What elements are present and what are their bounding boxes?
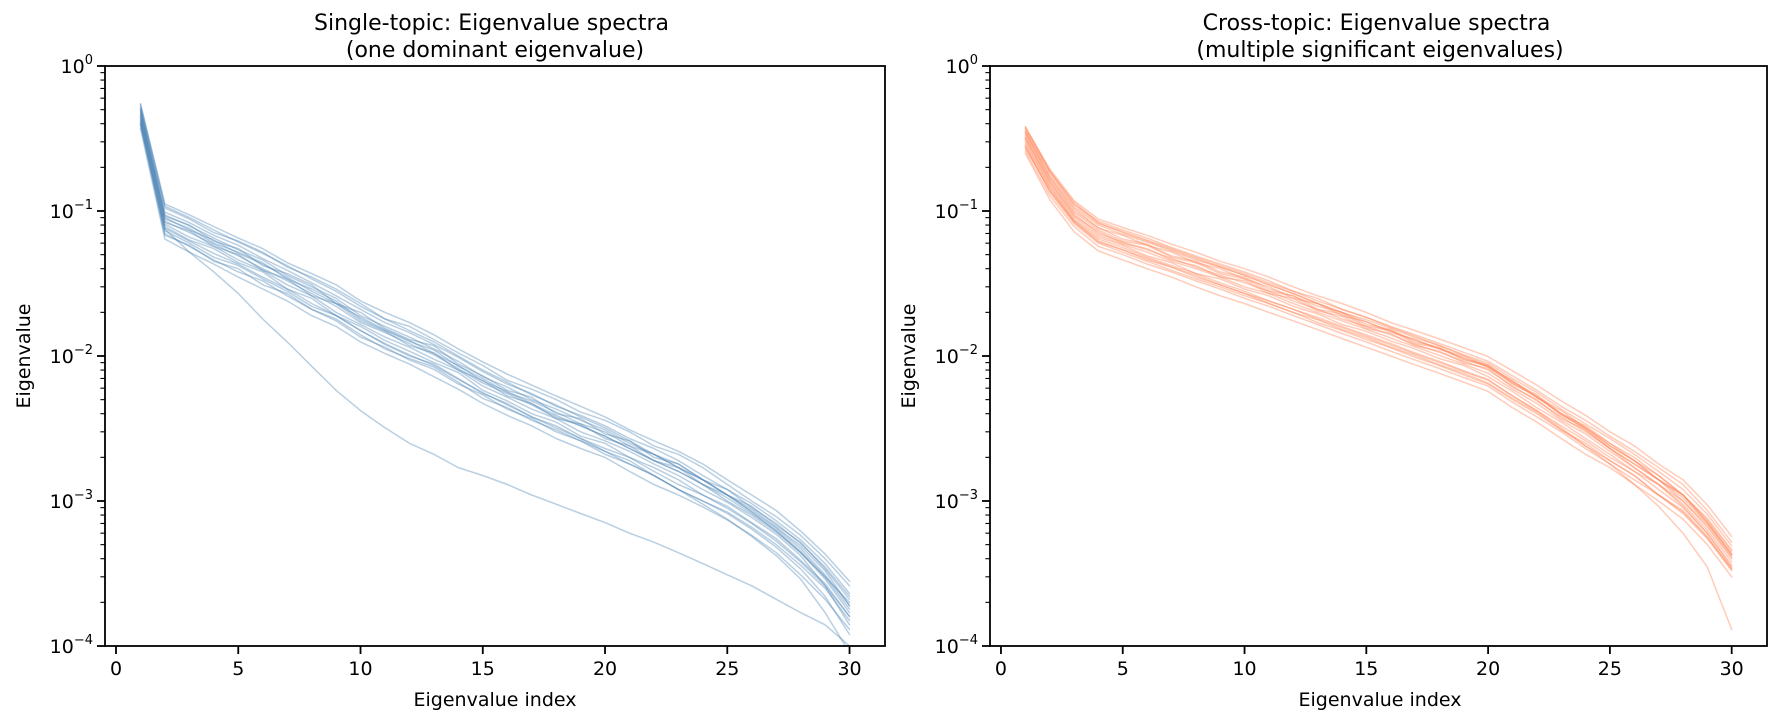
y-tick-label: 10−4 — [50, 633, 93, 658]
spectrum-line — [139, 108, 851, 598]
spectrum-line — [139, 112, 851, 607]
spectrum-line — [1024, 152, 1733, 578]
single-topic-y-axis-label: Eigenvalue — [13, 304, 35, 409]
spectrum-line — [139, 122, 851, 622]
spectrum-line — [1024, 127, 1733, 568]
y-tick-label: 10−4 — [935, 633, 978, 658]
cross-topic-axes: 0 5 10 15 20 25 30 100 10−1 10−2 10−3 10−4 — [935, 53, 1768, 680]
x-tick-label: 10 — [348, 658, 372, 680]
x-tick-label: 0 — [110, 658, 122, 680]
single-topic-axes: 0 5 10 15 20 25 30 100 10−1 10−2 10−3 10−4 — [50, 53, 886, 680]
spectrum-line — [139, 121, 851, 618]
axes-spines — [989, 65, 1768, 647]
spectrum-line — [1024, 145, 1733, 570]
y-tick-label: 10−2 — [935, 343, 978, 368]
x-tick-label: 30 — [1720, 658, 1744, 680]
spectrum-line — [1024, 133, 1733, 551]
spectrum-line — [139, 104, 851, 614]
x-tick-label: 20 — [1476, 658, 1500, 680]
spectrum-line — [139, 118, 851, 618]
cross-topic-x-axis-label: Eigenvalue index — [1299, 689, 1462, 711]
spectrum-line — [139, 119, 847, 646]
x-tick-label: 30 — [837, 658, 861, 680]
x-tick-label: 10 — [1232, 658, 1256, 680]
spectrum-line — [1024, 145, 1733, 570]
spectrum-line — [139, 102, 851, 582]
spectrum-line — [1024, 131, 1733, 553]
spectrum-line — [139, 124, 851, 636]
spectrum-line — [139, 111, 851, 604]
spectrum-line — [1024, 126, 1733, 538]
x-tick-label: 25 — [1598, 658, 1622, 680]
spectrum-line — [1024, 143, 1733, 631]
y-tick-label: 10−1 — [50, 198, 93, 223]
x-tick-label: 25 — [715, 658, 739, 680]
spectrum-line — [1024, 131, 1733, 547]
x-tick-label: 15 — [471, 658, 495, 680]
cross-topic-title: Cross-topic: Eigenvalue spectra (multipl… — [1196, 11, 1563, 63]
single-topic-title: Single-topic: Eigenvalue spectra (one do… — [314, 11, 676, 63]
spectrum-line — [139, 127, 851, 631]
spectrum-line — [139, 107, 851, 595]
y-tick-label: 10−2 — [50, 343, 93, 368]
y-tick-label: 10−3 — [935, 488, 978, 513]
spectrum-line — [1024, 137, 1733, 558]
y-tick-label: 100 — [61, 53, 93, 78]
x-tick-label: 20 — [593, 658, 617, 680]
spectrum-line — [1024, 137, 1733, 557]
spectra-lines — [139, 102, 851, 646]
spectrum-line — [139, 110, 851, 601]
spectrum-line — [1024, 135, 1733, 555]
spectrum-line — [1024, 141, 1733, 563]
spectrum-line — [139, 116, 851, 626]
spectrum-line — [139, 122, 851, 646]
spectrum-line — [139, 106, 851, 587]
y-tick-label: 10−3 — [50, 488, 93, 513]
single-topic-x-axis-label: Eigenvalue index — [414, 689, 577, 711]
spectra-lines — [1024, 126, 1733, 631]
cross-topic-y-axis-label: Eigenvalue — [898, 304, 920, 409]
spectrum-line — [139, 114, 851, 610]
y-tick-label: 10−1 — [935, 198, 978, 223]
x-tick-label: 0 — [995, 658, 1007, 680]
spectrum-line — [1024, 129, 1733, 543]
spectrum-line — [1024, 139, 1733, 560]
x-tick-label: 15 — [1354, 658, 1378, 680]
y-tick-label: 100 — [946, 53, 978, 78]
axes-spines — [104, 65, 886, 647]
spectrum-line — [139, 115, 851, 607]
spectrum-line — [1024, 147, 1733, 567]
x-tick-label: 5 — [1117, 658, 1129, 680]
spectrum-line — [1024, 126, 1733, 555]
x-tick-label: 5 — [232, 658, 244, 680]
spectrum-line — [1024, 150, 1733, 572]
